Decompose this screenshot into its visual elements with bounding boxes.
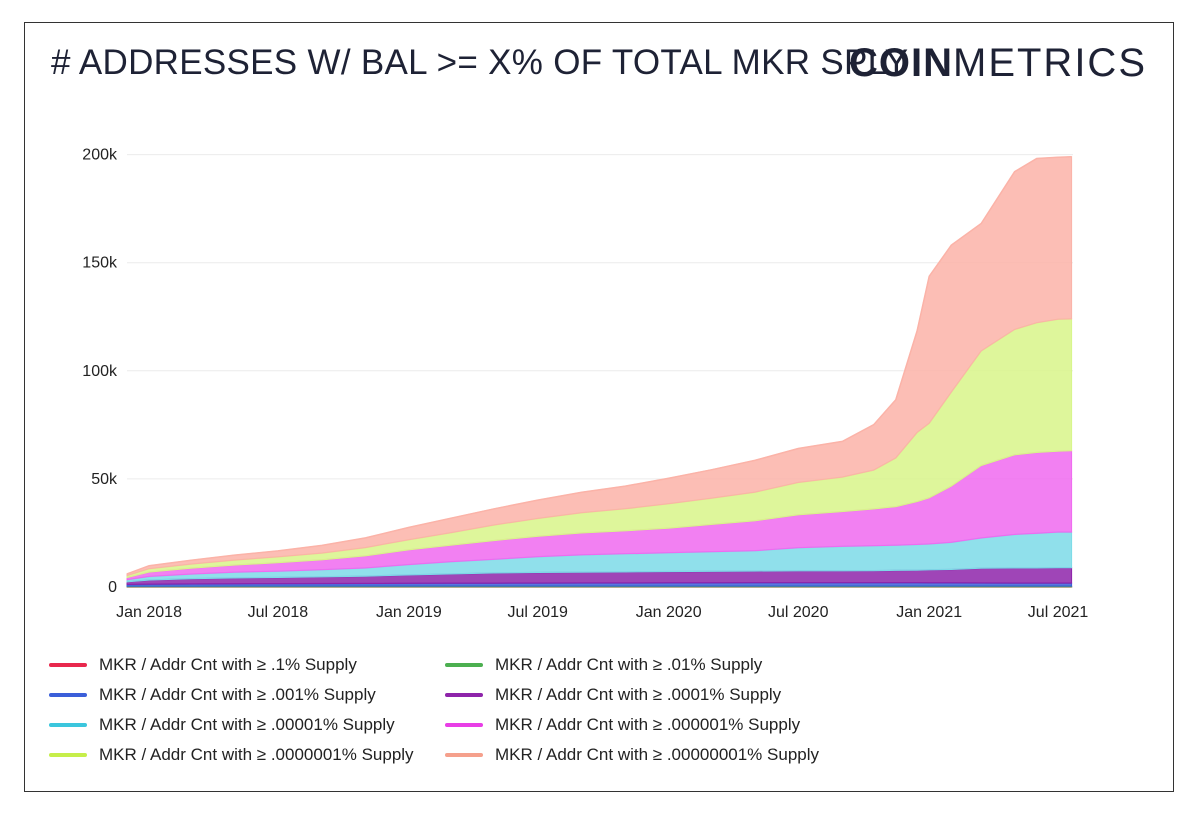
coinmetrics-logo: COINMETRICS (849, 41, 1147, 86)
series-line (126, 156, 1072, 575)
chart-title: # ADDRESSES W/ BAL >= X% OF TOTAL MKR SP… (51, 43, 909, 82)
y-tick-label: 0 (108, 579, 117, 596)
legend-item[interactable]: MKR / Addr Cnt with ≥ .001% Supply (49, 685, 376, 705)
legend-item[interactable]: MKR / Addr Cnt with ≥ .1% Supply (49, 655, 357, 675)
x-tick-label: Jul 2018 (248, 604, 309, 621)
x-tick-label: Jan 2018 (116, 604, 182, 621)
legend-item[interactable]: MKR / Addr Cnt with ≥ .00000001% Supply (445, 745, 819, 765)
legend-label: MKR / Addr Cnt with ≥ .0001% Supply (495, 685, 782, 704)
legend-swatch (445, 723, 483, 727)
legend-swatch (445, 663, 483, 667)
legend-swatch (49, 663, 87, 667)
x-tick-label: Jan 2021 (896, 604, 962, 621)
legend-item[interactable]: MKR / Addr Cnt with ≥ .000001% Supply (445, 715, 800, 735)
legend-label: MKR / Addr Cnt with ≥ .001% Supply (99, 685, 376, 704)
y-tick-label: 150k (82, 255, 118, 272)
legend-swatch (49, 723, 87, 727)
legend-label: MKR / Addr Cnt with ≥ .01% Supply (495, 655, 763, 674)
legend-item[interactable]: MKR / Addr Cnt with ≥ .0001% Supply (445, 685, 781, 705)
y-tick-label: 100k (82, 363, 118, 380)
brand-bold: COIN (849, 41, 953, 85)
x-tick-label: Jul 2019 (507, 604, 568, 621)
y-tick-label: 200k (82, 147, 118, 164)
legend-swatch (49, 753, 87, 757)
legend-item[interactable]: MKR / Addr Cnt with ≥ .00001% Supply (49, 715, 395, 735)
legend-swatch (445, 693, 483, 697)
legend-swatch (445, 753, 483, 757)
chart-frame: # ADDRESSES W/ BAL >= X% OF TOTAL MKR SP… (24, 22, 1174, 792)
brand-light: METRICS (953, 41, 1147, 85)
x-tick-label: Jan 2020 (636, 604, 702, 621)
y-tick-label: 50k (91, 471, 118, 488)
legend-label: MKR / Addr Cnt with ≥ .000001% Supply (495, 715, 801, 734)
legend-label: MKR / Addr Cnt with ≥ .00001% Supply (99, 715, 395, 734)
x-tick-label: Jul 2020 (768, 604, 829, 621)
legend-label: MKR / Addr Cnt with ≥ .0000001% Supply (99, 745, 414, 764)
legend-label: MKR / Addr Cnt with ≥ .00000001% Supply (495, 745, 820, 764)
legend-label: MKR / Addr Cnt with ≥ .1% Supply (99, 655, 357, 674)
legend-item[interactable]: MKR / Addr Cnt with ≥ .01% Supply (445, 655, 762, 675)
x-tick-label: Jan 2019 (376, 604, 442, 621)
legend-item[interactable]: MKR / Addr Cnt with ≥ .0000001% Supply (49, 745, 414, 765)
x-tick-label: Jul 2021 (1028, 604, 1089, 621)
legend-swatch (49, 693, 87, 697)
stacked-area-chart: 0 50k 100k 150k 200k Jan 2018 Jul 2018 Jan 2019… (82, 147, 1089, 621)
